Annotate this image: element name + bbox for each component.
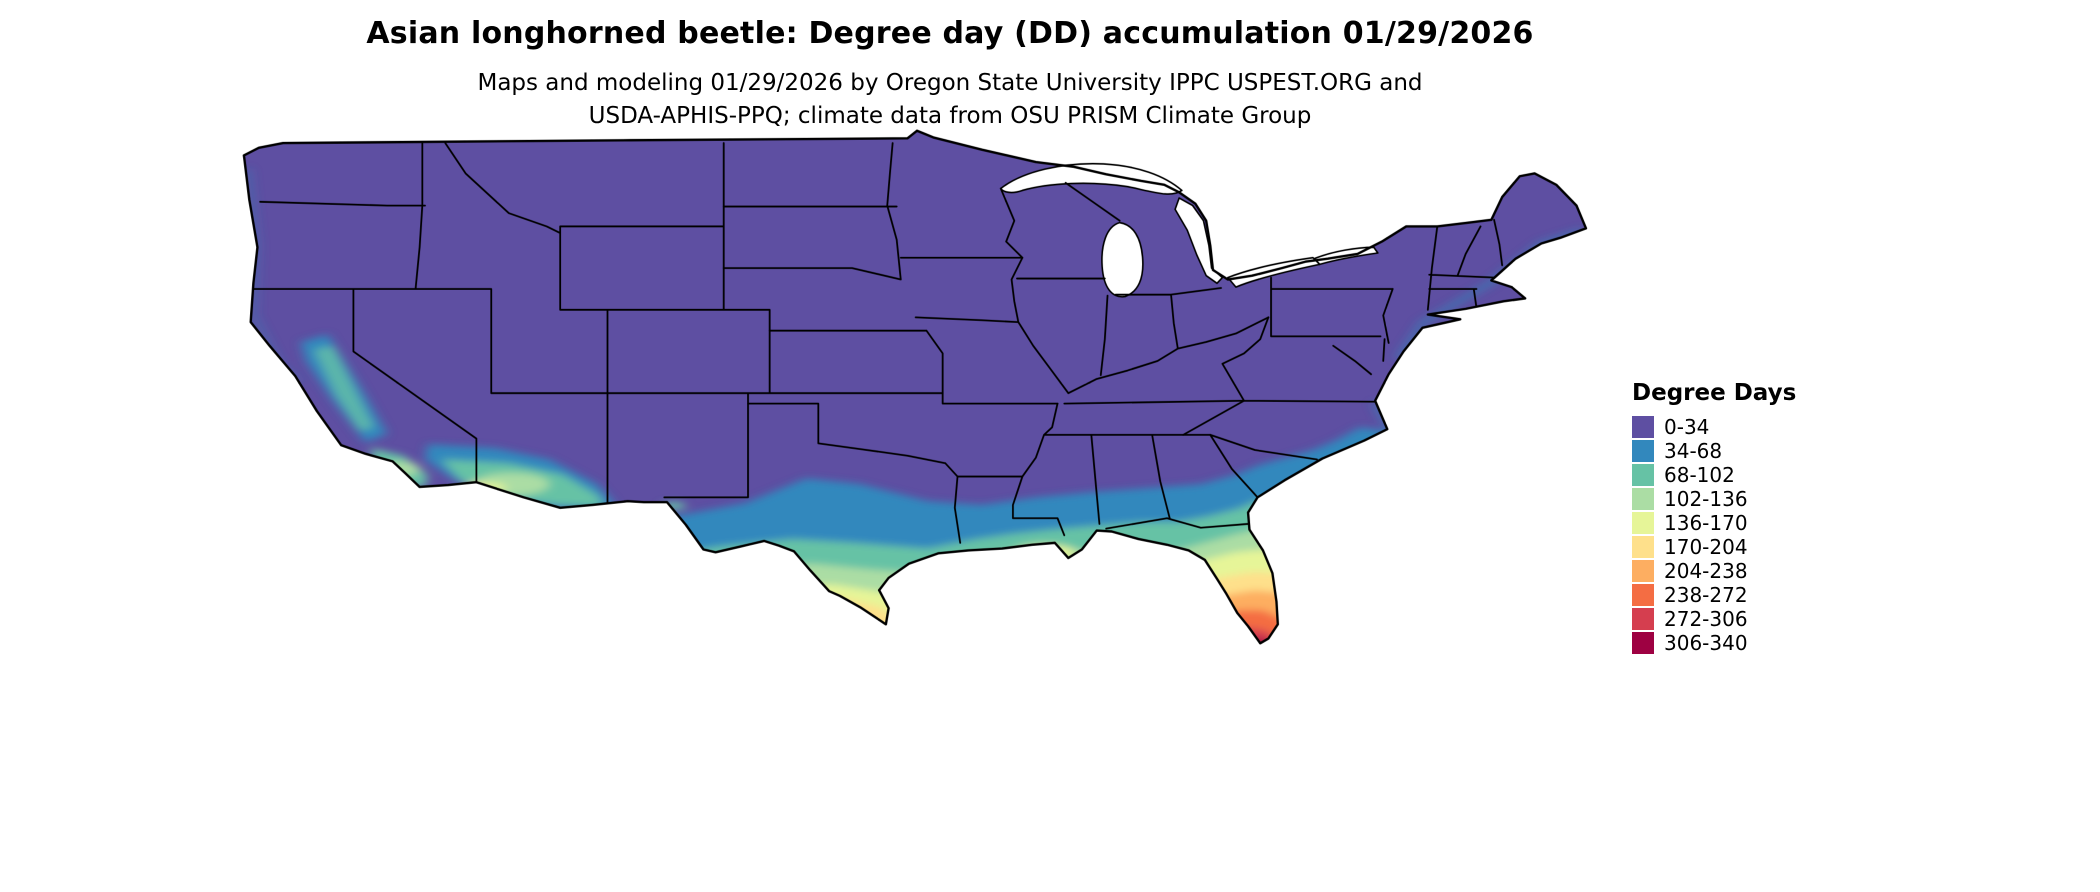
legend-swatch: [1632, 584, 1654, 606]
legend-label: 306-340: [1664, 631, 1748, 655]
lake-michigan: [1102, 223, 1143, 297]
legend-item: 238-272: [1632, 584, 1796, 606]
legend-swatch: [1632, 464, 1654, 486]
legend-item: 204-238: [1632, 560, 1796, 582]
legend-item: 0-34: [1632, 416, 1796, 438]
legend-swatch: [1632, 488, 1654, 510]
legend-item: 102-136: [1632, 488, 1796, 510]
legend-swatch: [1632, 632, 1654, 654]
legend-label: 204-238: [1664, 559, 1748, 583]
legend-label: 34-68: [1664, 439, 1723, 463]
legend-swatch: [1632, 416, 1654, 438]
legend-swatch: [1632, 608, 1654, 630]
legend-swatch: [1632, 536, 1654, 558]
legend-label: 170-204: [1664, 535, 1748, 559]
base-bin-fill: [243, 130, 1586, 644]
legend-item: 34-68: [1632, 440, 1796, 462]
us-degree-day-map: [225, 126, 1590, 666]
legend-title: Degree Days: [1632, 380, 1797, 406]
map-subtitle-line2: USDA-APHIS-PPQ; climate data from OSU PR…: [588, 103, 1312, 130]
lake-huron: [1175, 198, 1222, 283]
map-subtitle: Maps and modeling 01/29/2026 by Oregon S…: [0, 67, 1900, 134]
legend-item: 136-170: [1632, 512, 1796, 534]
state-borders: [251, 143, 1502, 543]
map-header: Asian longhorned beetle: Degree day (DD)…: [0, 16, 1900, 134]
legend-swatch: [1632, 512, 1654, 534]
legend: Degree Days 0-34 34-68 68-102 102-136 13…: [1632, 380, 1796, 656]
map-subtitle-line1: Maps and modeling 01/29/2026 by Oregon S…: [477, 70, 1423, 96]
great-lakes: [1001, 164, 1378, 297]
legend-label: 102-136: [1664, 487, 1748, 511]
us-outline: [244, 131, 1586, 644]
degree-day-fill-layers: [243, 130, 1586, 644]
us-map-svg: [225, 126, 1590, 666]
legend-swatch: [1632, 560, 1654, 582]
legend-label: 0-34: [1664, 415, 1710, 439]
legend-item: 170-204: [1632, 536, 1796, 558]
legend-swatch: [1632, 440, 1654, 462]
legend-label: 136-170: [1664, 511, 1748, 535]
legend-label: 238-272: [1664, 583, 1748, 607]
lake-superior: [1001, 164, 1182, 194]
legend-item: 68-102: [1632, 464, 1796, 486]
map-title: Asian longhorned beetle: Degree day (DD)…: [366, 16, 1534, 51]
legend-item: 272-306: [1632, 608, 1796, 630]
legend-label: 272-306: [1664, 607, 1748, 631]
legend-item: 306-340: [1632, 632, 1796, 654]
legend-label: 68-102: [1664, 463, 1735, 487]
